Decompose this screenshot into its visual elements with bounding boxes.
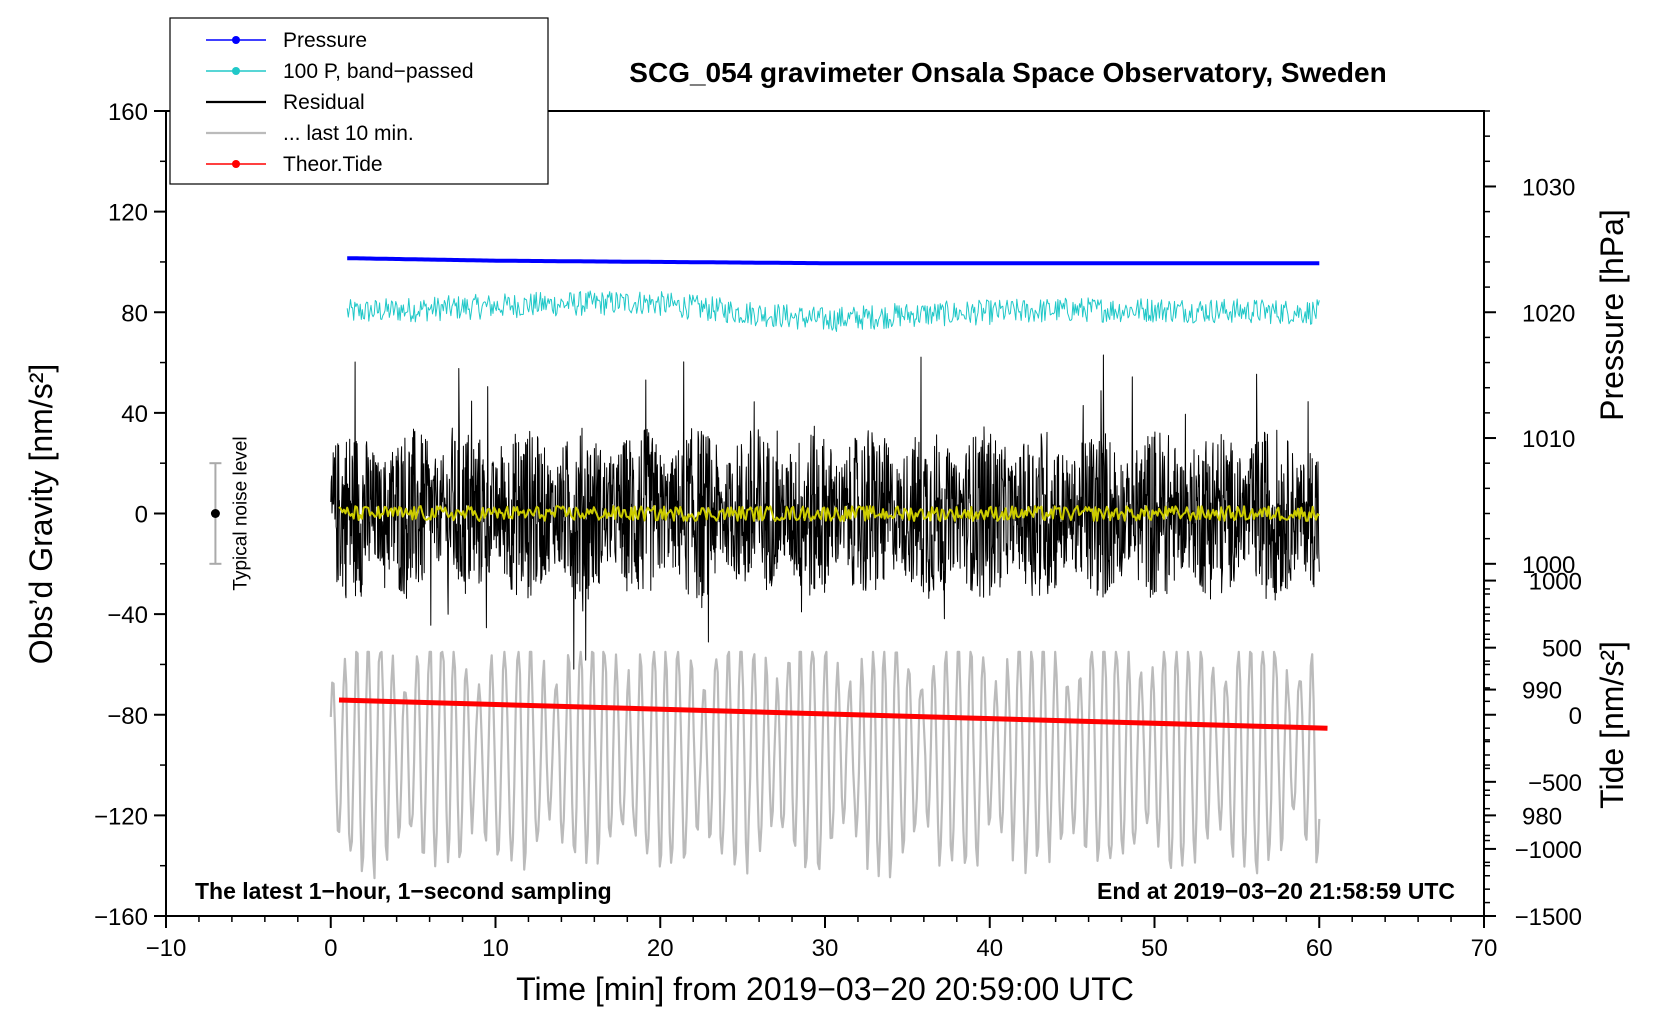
y-left-tick-label: −120 (94, 803, 148, 830)
x-tick-label: 40 (976, 935, 1003, 962)
x-tick-label: −10 (146, 935, 187, 962)
y-left-tick-label: −40 (107, 602, 148, 629)
y-axis-label-pressure: Pressure [hPa] (1594, 209, 1630, 421)
legend-label: Theor.Tide (283, 153, 383, 176)
legend-label: ... last 10 min. (283, 122, 414, 145)
pressure-tick-label: 980 (1522, 803, 1562, 830)
annotation-end-time: End at 2019−03−20 21:58:59 UTC (1097, 878, 1455, 904)
x-axis-label: Time [min] from 2019−03−20 20:59:00 UTC (516, 971, 1134, 1007)
chart-title: SCG_054 gravimeter Onsala Space Observat… (629, 57, 1386, 88)
y-axis-label-tide: Tide [nm/s²] (1594, 641, 1630, 809)
tide-tick-label: 500 (1542, 636, 1582, 663)
pressure-tick-label: 1010 (1522, 426, 1575, 453)
y-axis-label-left: Obs’d Gravity [nm/s²] (23, 364, 59, 665)
x-tick-label: 30 (812, 935, 839, 962)
tide-tick-label: −1500 (1515, 904, 1582, 931)
pressure-tick-label: 990 (1522, 678, 1562, 705)
y-left-tick-label: −80 (107, 703, 148, 730)
x-tick-label: 70 (1471, 935, 1498, 962)
series-last-10-min (329, 650, 1321, 880)
series-residual (330, 354, 1320, 670)
data-layer (329, 256, 1328, 880)
y-left-tick-label: 40 (121, 401, 148, 428)
legend-label: Pressure (283, 29, 367, 52)
legend-marker (232, 67, 240, 75)
tick-layer: −10 0 10 20 30 40 50 60 7016012080400−40−80−120−… (94, 99, 1582, 962)
annotation-sampling: The latest 1−hour, 1−second sampling (195, 878, 612, 904)
noise-bar-center (210, 509, 220, 518)
x-tick-label: 60 (1306, 935, 1333, 962)
x-tick-label: 10 (482, 935, 509, 962)
y-left-tick-label: 80 (121, 300, 148, 327)
y-left-tick-label: 0 (135, 502, 148, 529)
tide-tick-label: −1000 (1515, 837, 1582, 864)
series-residual-smoothed (338, 505, 1320, 522)
legend-label: 100 P, band−passed (283, 60, 474, 83)
tide-tick-label: −500 (1528, 770, 1582, 797)
series-100-p-band-passed (346, 290, 1320, 332)
x-tick-label: 20 (647, 935, 674, 962)
y-left-tick-label: −160 (94, 904, 148, 931)
pressure-tick-label: 1020 (1522, 300, 1575, 327)
legend-marker (232, 36, 240, 44)
legend: Pressure 100 P, band−passed Residual ... la… (169, 17, 549, 185)
noise-level-indicator: Typical noise level (209, 436, 251, 591)
y-left-tick-label: 160 (108, 99, 148, 126)
pressure-tick-label: 1000 (1522, 552, 1575, 579)
x-tick-label: 0 (324, 935, 337, 962)
legend-items: Pressure 100 P, band−passed Residual ... la… (206, 29, 474, 176)
tide-tick-label: 0 (1569, 703, 1582, 730)
tide-tick-label: 1000 (1529, 569, 1582, 596)
x-tick-label: 50 (1141, 935, 1168, 962)
series-pressure (347, 256, 1320, 266)
legend-label: Residual (283, 91, 365, 114)
y-left-tick-label: 120 (108, 200, 148, 227)
legend-marker (232, 160, 240, 168)
pressure-tick-label: 1030 (1522, 174, 1575, 201)
noise-bar-label: Typical noise level (230, 436, 251, 590)
series-theor-tide (338, 697, 1328, 731)
